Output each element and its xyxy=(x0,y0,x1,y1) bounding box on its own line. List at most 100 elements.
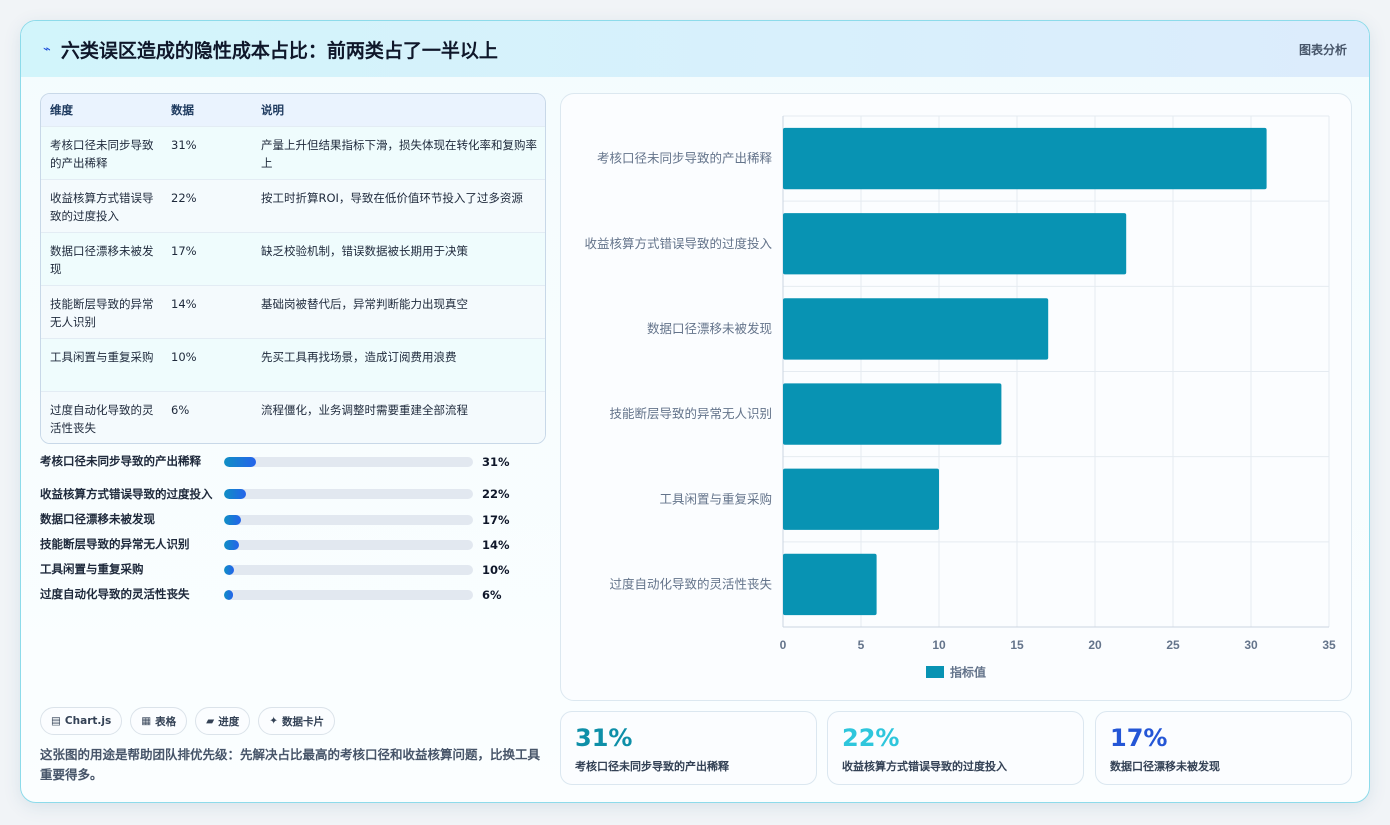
cell-dimension: 收益核算方式错误导致的过度投入 xyxy=(50,191,154,223)
page-title: 六类误区造成的隐性成本占比：前两类占了一半以上 xyxy=(60,39,498,62)
chart-icon: ▤ xyxy=(51,715,61,727)
stat-label: 数据口径漂移未被发现 xyxy=(1110,760,1220,773)
bar xyxy=(783,213,1127,275)
progress-row: 工具闲置与重复采购 10% xyxy=(40,562,546,577)
usage-note: 这张图的用途是帮助团队排优先级：先解决占比最高的考核口径和收益核算问题，比换工具… xyxy=(40,747,541,782)
progress-track xyxy=(224,489,473,499)
progress-label: 过度自动化导致的灵活性丧失 xyxy=(40,587,190,601)
category-label: 收益核算方式错误导致的过度投入 xyxy=(584,236,772,251)
progress-fill xyxy=(224,539,239,550)
cell-value: 22% xyxy=(171,191,197,205)
cell-desc: 产量上升但结果指标下滑，损失体现在转化率和复购率上 xyxy=(261,138,537,170)
bar xyxy=(783,468,939,530)
category-label: 数据口径漂移未被发现 xyxy=(647,321,772,336)
stat-value: 31% xyxy=(575,724,633,752)
bar xyxy=(783,298,1049,360)
cell-value: 14% xyxy=(171,297,197,311)
view-chips: ▤ Chart.js ▦ 表格 ▰ 进度 ✦ 数据卡片 xyxy=(40,707,336,735)
sparkle-icon: ✦ xyxy=(269,715,279,727)
chip-progress[interactable]: ▰ 进度 xyxy=(195,707,251,735)
chip-chartjs[interactable]: ▤ Chart.js xyxy=(40,707,123,735)
progress-value: 10% xyxy=(482,562,510,577)
data-table: 维度 数据 说明 考核口径未同步导致的产出稀释 31% 产量上升但结果指标下滑，… xyxy=(40,93,546,444)
column-header-dimension: 维度 xyxy=(50,103,73,117)
cell-value: 31% xyxy=(171,138,197,152)
progress-label: 工具闲置与重复采购 xyxy=(40,562,144,576)
progress-label: 考核口径未同步导致的产出稀释 xyxy=(40,454,201,468)
chip-label: 进度 xyxy=(218,715,240,728)
chip-data-card[interactable]: ✦ 数据卡片 xyxy=(258,707,336,735)
progress-fill xyxy=(224,456,257,467)
progress-value: 14% xyxy=(482,537,510,552)
legend-label: 指标值 xyxy=(950,665,986,680)
progress-fill xyxy=(224,514,242,525)
progress-value: 6% xyxy=(482,587,502,602)
progress-fill xyxy=(224,564,234,575)
x-tick-label: 30 xyxy=(1244,638,1258,652)
progress-value: 22% xyxy=(482,487,510,501)
cell-desc: 按工时折算ROI，导致在低价值环节投入了过多资源 xyxy=(261,191,523,205)
table-row: 收益核算方式错误导致的过度投入 22% 按工时折算ROI，导致在低价值环节投入了… xyxy=(41,180,545,233)
sparkline-icon: ⌁ xyxy=(43,41,51,57)
progress-fill xyxy=(224,489,247,499)
progress-value: 31% xyxy=(482,454,510,469)
x-tick-label: 20 xyxy=(1088,638,1102,652)
progress-list: 考核口径未同步导致的产出稀释 31% 收益核算方式错误导致的过度投入 22% 数… xyxy=(40,454,546,602)
column-header-value: 数据 xyxy=(171,103,194,117)
legend-swatch xyxy=(926,666,944,678)
table-header: 维度 数据 说明 xyxy=(41,94,545,127)
cell-desc: 流程僵化，业务调整时需要重建全部流程 xyxy=(261,403,468,417)
cell-value: 6% xyxy=(171,403,190,417)
cell-dimension: 工具闲置与重复采购 xyxy=(50,350,154,364)
stat-value: 17% xyxy=(1110,724,1168,752)
progress-track xyxy=(224,456,473,467)
progress-track xyxy=(224,539,473,550)
cell-value: 17% xyxy=(171,244,197,258)
x-tick-label: 25 xyxy=(1166,638,1180,652)
progress-label: 技能断层导致的异常无人识别 xyxy=(40,537,190,551)
progress-row: 过度自动化导致的灵活性丧失 6% xyxy=(40,587,546,602)
progress-icon: ▰ xyxy=(206,715,215,727)
chip-label: 数据卡片 xyxy=(282,715,325,728)
x-tick-label: 35 xyxy=(1322,638,1336,652)
chip-label: 表格 xyxy=(155,715,177,728)
cell-value: 10% xyxy=(171,350,197,364)
category-label: 考核口径未同步导致的产出稀释 xyxy=(597,151,773,166)
bar xyxy=(783,383,1002,445)
table-icon: ▦ xyxy=(141,715,152,727)
stat-card: 22% 收益核算方式错误导致的过度投入 xyxy=(827,711,1084,785)
progress-value: 17% xyxy=(482,512,510,527)
table-row: 技能断层导致的异常无人识别 14% 基础岗被替代后，异常判断能力出现真空 xyxy=(41,286,545,339)
cell-dimension: 技能断层导致的异常无人识别 xyxy=(50,297,154,329)
cell-desc: 缺乏校验机制，错误数据被长期用于决策 xyxy=(261,244,468,258)
stat-card: 31% 考核口径未同步导致的产出稀释 xyxy=(560,711,817,785)
progress-row: 数据口径漂移未被发现 17% xyxy=(40,512,546,527)
progress-row: 技能断层导致的异常无人识别 14% xyxy=(40,537,546,552)
cell-dimension: 数据口径漂移未被发现 xyxy=(50,244,154,276)
progress-label: 数据口径漂移未被发现 xyxy=(40,512,155,526)
bar xyxy=(783,127,1267,190)
dashboard-card: ⌁ 六类误区造成的隐性成本占比：前两类占了一半以上 图表分析 维度 数据 说明 … xyxy=(20,20,1370,803)
column-header-desc: 说明 xyxy=(261,103,284,117)
stat-card: 17% 数据口径漂移未被发现 xyxy=(1095,711,1352,785)
progress-row: 收益核算方式错误导致的过度投入 22% xyxy=(40,479,546,509)
x-tick-label: 5 xyxy=(858,638,865,652)
cell-dimension: 过度自动化导致的灵活性丧失 xyxy=(50,403,154,435)
cell-desc: 基础岗被替代后，异常判断能力出现真空 xyxy=(261,297,468,311)
bar-chart: 0 5 10 15 20 25 30 35 考核口径未同步导致的产出稀释收益核算方式错误导致的过… xyxy=(584,115,1336,680)
x-tick-label: 15 xyxy=(1010,638,1024,652)
stat-label: 收益核算方式错误导致的过度投入 xyxy=(842,760,1007,773)
chart-panel: 0 5 10 15 20 25 30 35 考核口径未同步导致的产出稀释收益核算方式错误导致的过… xyxy=(560,93,1352,701)
category-label: 工具闲置与重复采购 xyxy=(659,491,772,506)
x-tick-label: 10 xyxy=(932,638,946,652)
progress-fill xyxy=(224,589,233,600)
table-row: 考核口径未同步导致的产出稀释 31% 产量上升但结果指标下滑，损失体现在转化率和… xyxy=(41,127,545,180)
progress-track xyxy=(224,589,473,600)
table-row: 过度自动化导致的灵活性丧失 6% 流程僵化，业务调整时需要重建全部流程 xyxy=(41,392,545,443)
cell-desc: 先买工具再找场景，造成订阅费用浪费 xyxy=(261,350,457,364)
category-label: 过度自动化导致的灵活性丧失 xyxy=(609,576,772,591)
progress-row: 考核口径未同步导致的产出稀释 31% xyxy=(40,454,546,469)
header: ⌁ 六类误区造成的隐性成本占比：前两类占了一半以上 图表分析 xyxy=(21,21,1369,77)
chip-table[interactable]: ▦ 表格 xyxy=(130,707,188,735)
x-tick-label: 0 xyxy=(780,638,787,652)
